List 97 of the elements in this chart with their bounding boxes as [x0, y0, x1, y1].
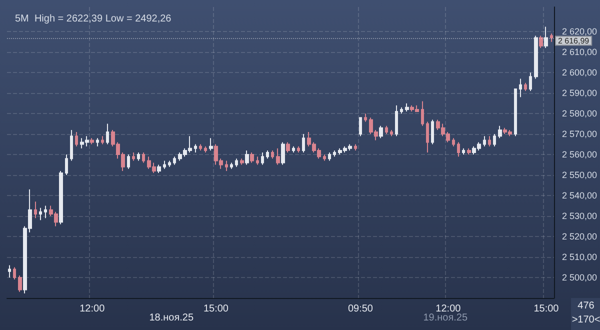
candlestick	[302, 134, 305, 153]
candlestick	[385, 125, 388, 135]
candlestick	[142, 152, 145, 164]
candlestick	[462, 148, 465, 156]
candlestick	[359, 117, 362, 137]
candlestick	[8, 264, 11, 278]
candlestick	[498, 125, 502, 139]
candlestick	[426, 121, 429, 153]
ref-line-label: 2 616,99	[558, 36, 590, 46]
candlestick	[90, 138, 94, 145]
candlestick	[544, 26, 548, 48]
candlestick	[400, 106, 403, 114]
candlestick	[209, 138, 213, 151]
y-tick-label: 2 600,00	[562, 68, 598, 78]
candlestick	[483, 136, 486, 147]
candlestick	[65, 154, 68, 176]
candlestick	[39, 207, 42, 221]
candlestick	[421, 100, 424, 126]
candlestick	[230, 162, 233, 170]
candlestick	[297, 146, 300, 153]
candlestick	[250, 152, 254, 164]
candlestick	[286, 142, 290, 153]
candlestick	[529, 72, 532, 92]
text: 18.ноя.25	[149, 312, 194, 324]
x-tick-label: 09:50	[348, 304, 374, 314]
candlestick	[281, 142, 285, 166]
candlestick	[101, 136, 104, 145]
candlestick	[539, 35, 543, 48]
candlestick	[328, 152, 331, 162]
y-tick-label: 2 580,00	[562, 108, 598, 119]
y-tick-label: 2 530,00	[562, 211, 598, 222]
x-tick-label: 15:00	[203, 304, 229, 314]
candlestick	[132, 152, 135, 162]
candlestick	[457, 142, 460, 158]
candlestick	[157, 164, 161, 174]
y-tick-label: 2 610,00	[562, 47, 598, 58]
candlestick	[390, 129, 393, 137]
y-tick-label: 2 560,00	[562, 150, 598, 160]
candlestick	[18, 274, 22, 292]
candlestick	[452, 138, 455, 147]
candlestick	[261, 152, 264, 166]
candlestick	[204, 146, 207, 153]
x-tick-label: 12:00	[80, 304, 106, 314]
candlestick	[395, 104, 398, 137]
candlestick	[168, 160, 171, 168]
candlestick	[379, 125, 383, 139]
text: >170<	[572, 314, 600, 326]
candlestick	[70, 129, 73, 162]
candlestick	[488, 136, 491, 147]
candlestick	[271, 150, 274, 160]
candlestick	[163, 160, 166, 170]
y-tick-label: 2 570,00	[562, 129, 598, 140]
text: 19.ноя.25	[423, 312, 468, 324]
candlestick	[467, 148, 471, 156]
candlestick	[266, 150, 269, 160]
x-tick-label: 12:00	[436, 304, 462, 314]
candlestick	[34, 201, 37, 219]
candlestick	[276, 148, 280, 166]
candlestick	[323, 154, 326, 162]
candlestick	[235, 158, 238, 168]
candlestick	[405, 102, 409, 112]
text: 5M High = 2622,39 Low = 2492,26	[15, 14, 172, 24]
candlestick	[431, 119, 434, 145]
y-tick-label: 2 510,00	[562, 252, 598, 262]
candlestick	[96, 138, 99, 147]
y-tick-label: 2 550,00	[562, 170, 598, 180]
candlestick	[173, 156, 176, 166]
candlestick	[524, 82, 527, 92]
candlestick	[59, 170, 63, 225]
candlestick	[519, 78, 522, 98]
candlestick	[75, 132, 78, 147]
y-tick-label: 2 500,00	[562, 272, 598, 283]
candlestick	[199, 144, 202, 151]
candlestick	[493, 134, 496, 147]
y-tick-label: 2 620,00	[562, 26, 598, 37]
text: 476	[578, 300, 595, 312]
candlestick	[534, 35, 538, 80]
candlestick	[225, 160, 228, 172]
candlestick	[514, 88, 517, 137]
y-tick-label: 2 520,00	[562, 232, 598, 242]
candlestick	[44, 205, 47, 219]
candlestick	[333, 150, 336, 158]
candlestick	[13, 266, 16, 280]
candlestick	[106, 123, 109, 145]
y-tick-label: 2 540,00	[562, 190, 598, 201]
y-tick-label: 2 590,00	[562, 88, 598, 98]
candlestick	[354, 144, 357, 151]
candlestick	[292, 146, 295, 153]
candlestick	[137, 152, 140, 162]
candlestick	[256, 156, 259, 166]
candlestick	[127, 154, 130, 170]
candlestick	[245, 150, 249, 166]
candlestick	[364, 113, 367, 122]
candlestick	[194, 144, 197, 153]
x-tick-label: 15:00	[534, 304, 560, 314]
candlestick	[550, 33, 553, 42]
candlestick	[240, 158, 244, 166]
